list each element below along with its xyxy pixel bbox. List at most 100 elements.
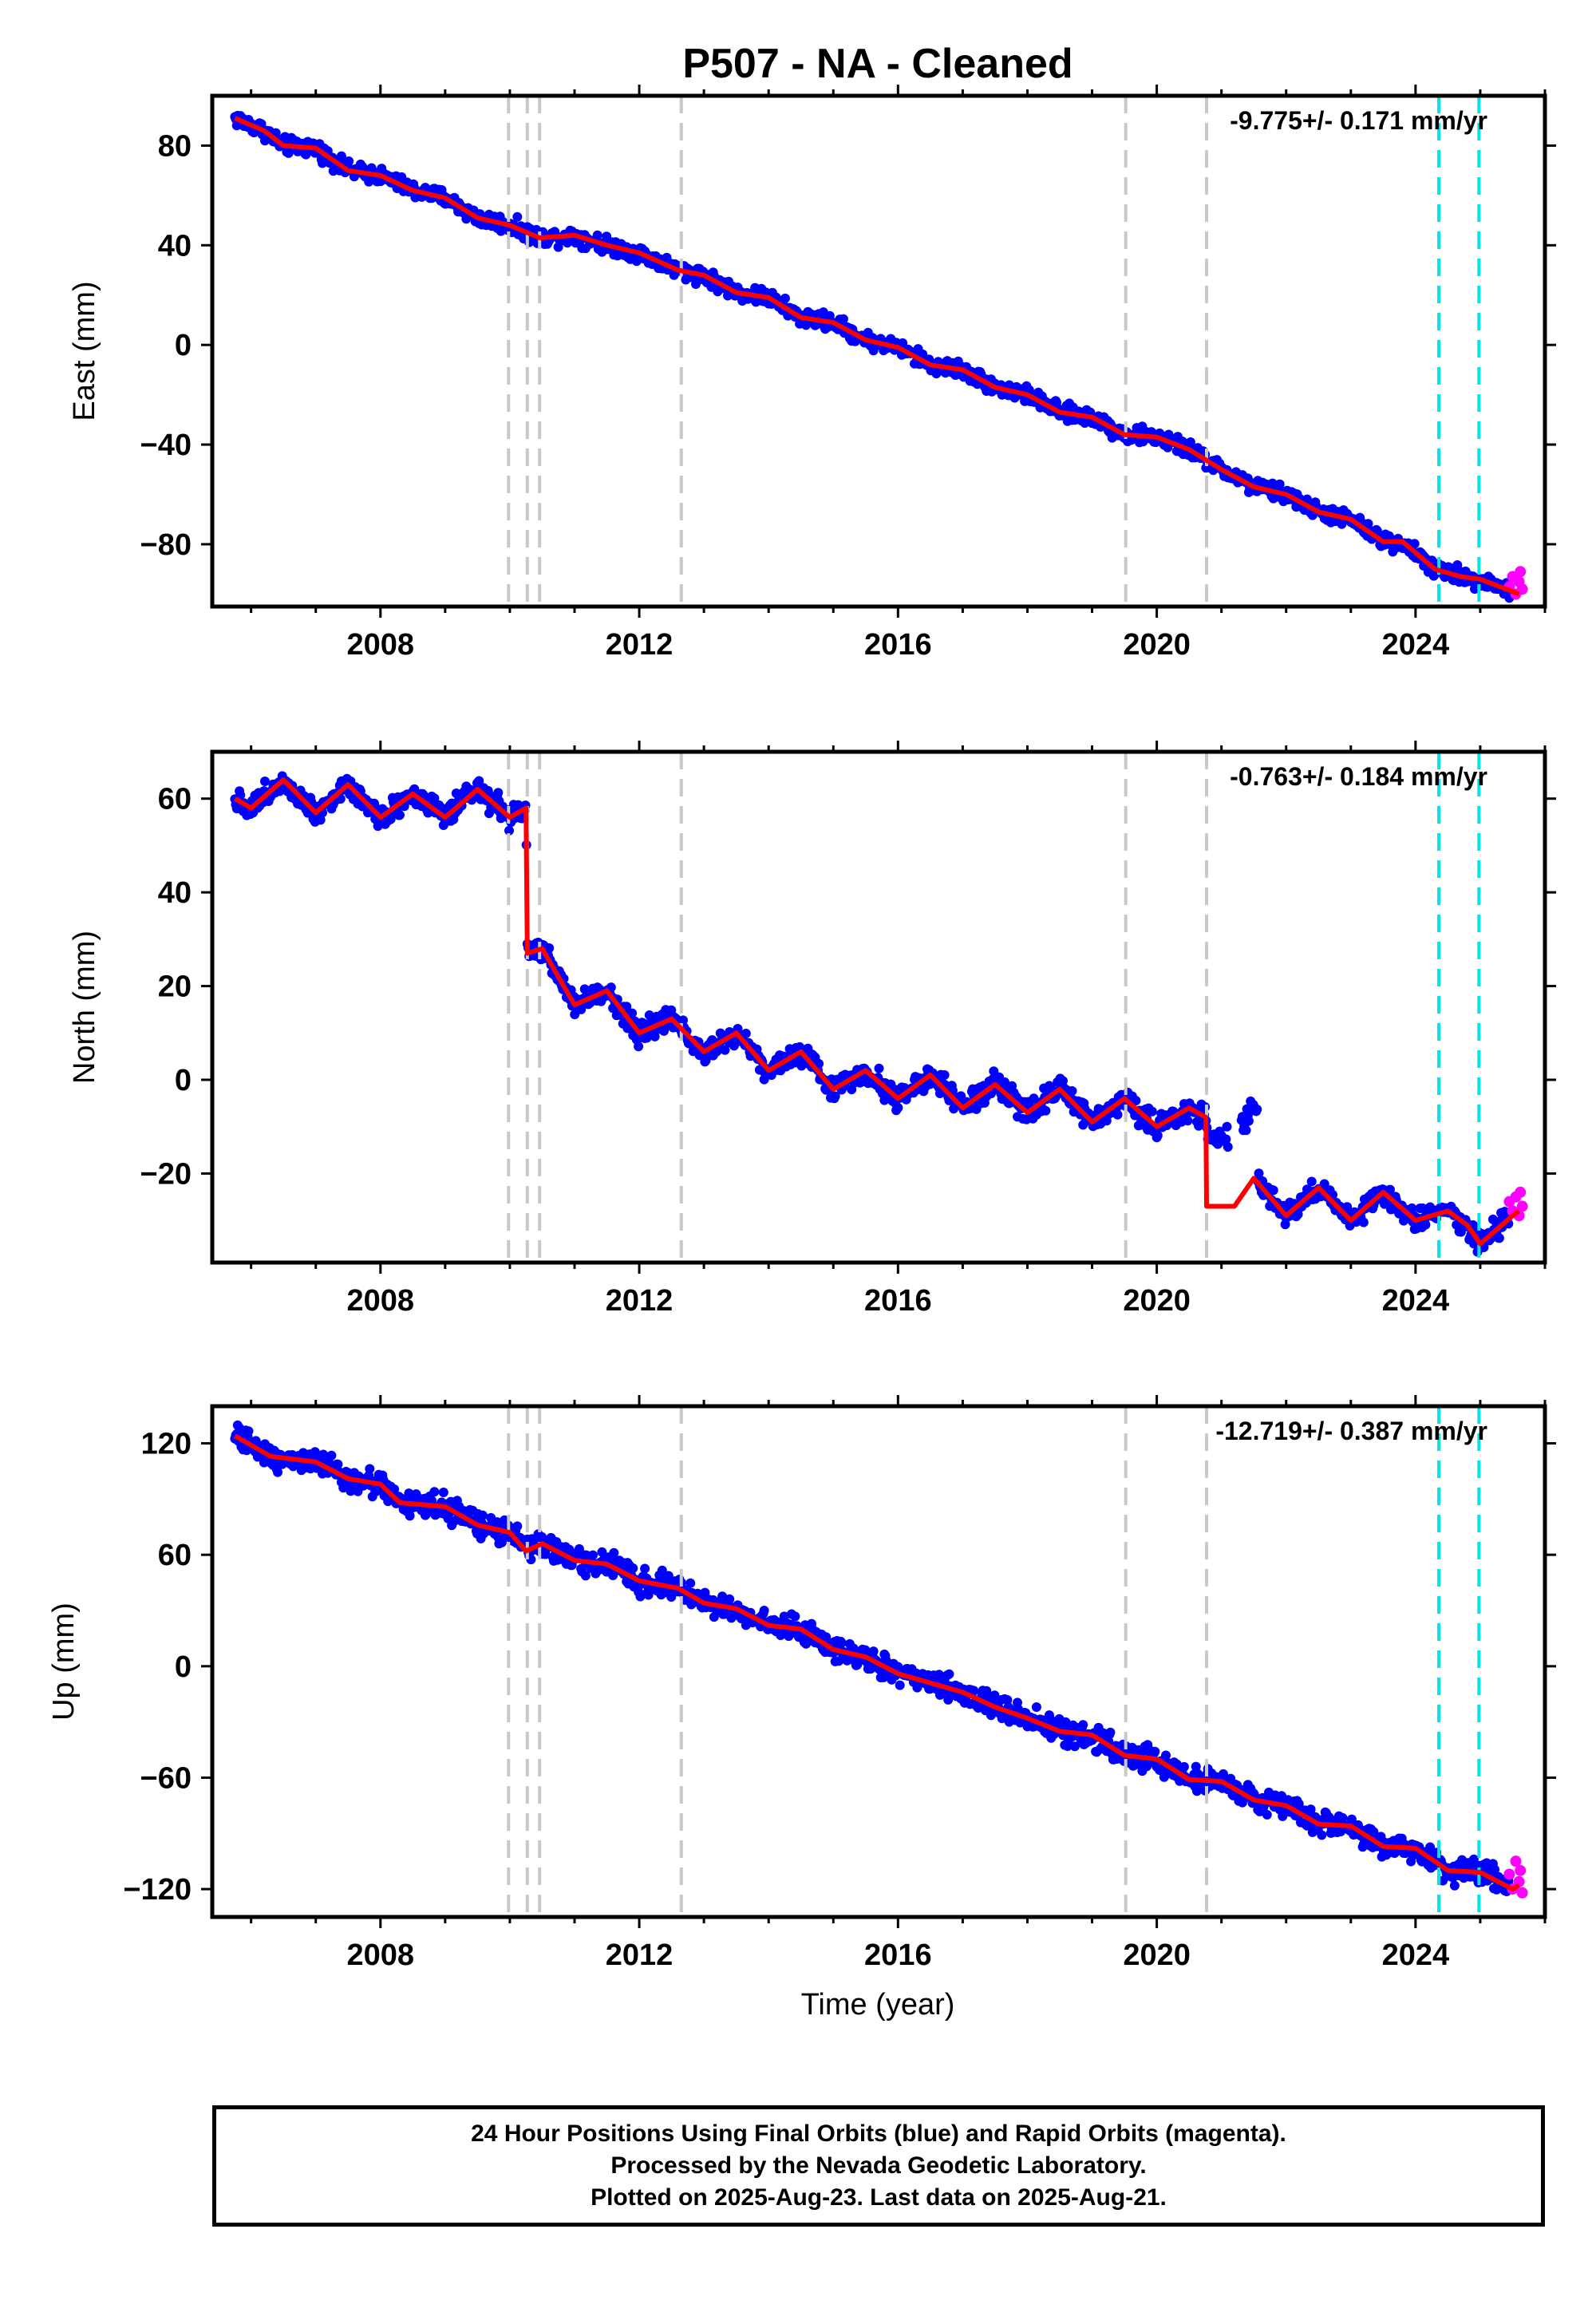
rapid-orbit-point <box>1515 1186 1527 1198</box>
final-orbit-point <box>685 1578 696 1588</box>
final-orbit-point <box>1105 1727 1116 1737</box>
final-orbit-point <box>1306 1176 1317 1187</box>
final-orbit-point <box>438 1488 448 1497</box>
final-orbit-point <box>429 793 440 804</box>
final-orbit-point <box>1241 1125 1251 1136</box>
y-tick-label: −80 <box>140 528 192 562</box>
y-tick-label: 0 <box>175 1650 192 1684</box>
final-orbit-point <box>1161 1750 1171 1761</box>
final-orbit-point <box>830 1091 840 1101</box>
x-tick-label: 2008 <box>347 1939 415 1972</box>
final-orbit-point <box>235 790 246 800</box>
final-orbit-point <box>243 1426 254 1437</box>
y-axis-label: North (mm) <box>68 931 101 1084</box>
final-orbit-point <box>335 794 346 804</box>
final-orbit-point <box>1409 539 1420 549</box>
final-orbit-point <box>640 1563 650 1574</box>
final-orbit-point <box>588 1550 598 1560</box>
final-orbit-point <box>939 1070 950 1080</box>
final-orbit-point <box>1449 1880 1460 1891</box>
plot-area <box>230 1406 1528 1917</box>
final-orbit-point <box>429 1487 440 1497</box>
final-orbit-point <box>1254 1168 1264 1179</box>
final-orbit-point <box>874 1063 884 1073</box>
final-orbit-point <box>1243 1116 1254 1126</box>
y-axis-label: Up (mm) <box>47 1603 81 1721</box>
final-orbit-point <box>759 1606 769 1615</box>
rapid-orbit-point <box>1515 566 1527 578</box>
final-orbit-points <box>230 110 1515 603</box>
final-orbit-point <box>635 1591 646 1602</box>
x-tick-label: 2020 <box>1123 1939 1191 1972</box>
final-orbit-point <box>1420 1219 1431 1230</box>
model-fit-line <box>234 116 1520 597</box>
final-orbit-point <box>1029 1093 1039 1104</box>
rapid-orbit-point <box>1516 1200 1528 1212</box>
y-tick-label: 40 <box>158 876 192 910</box>
final-orbit-point <box>1317 1830 1327 1840</box>
final-orbit-point <box>725 1594 735 1604</box>
final-orbit-point <box>365 1464 375 1474</box>
final-orbit-point <box>318 1449 329 1460</box>
plot-frame <box>210 749 1547 1265</box>
x-tick-label: 2012 <box>606 1284 674 1318</box>
final-orbit-point <box>893 1103 903 1113</box>
final-orbit-point <box>333 1459 343 1469</box>
final-orbit-point <box>741 1029 751 1038</box>
final-orbit-point <box>1045 1713 1056 1724</box>
final-orbit-point <box>1041 1105 1051 1116</box>
final-orbit-points <box>230 771 1515 1257</box>
panels-group: 2008 2012 2016 2020 2024 80 40 0 −40 −80 East (mm)… <box>47 85 1556 1972</box>
panel-east: 2008 2012 2016 2020 2024 80 40 0 −40 −80 East (mm)… <box>68 85 1556 662</box>
x-axis-label: Time (year) <box>801 1988 955 2022</box>
y-tick-label: 60 <box>158 1539 192 1572</box>
x-tick-label: 2016 <box>864 1284 932 1318</box>
final-orbit-point <box>1490 1864 1500 1875</box>
final-orbit-point <box>609 1547 619 1558</box>
final-orbit-point <box>1061 1717 1071 1727</box>
final-orbit-point <box>1494 1233 1504 1243</box>
final-orbit-point <box>836 1638 847 1648</box>
x-tick-label: 2012 <box>606 1939 674 1972</box>
final-orbit-point <box>1262 1809 1272 1820</box>
final-orbit-point <box>790 1611 800 1622</box>
final-orbit-point <box>834 1656 844 1666</box>
plot-area <box>230 752 1528 1263</box>
rapid-orbit-points <box>1503 1186 1528 1222</box>
x-tick-label: 2008 <box>347 628 415 662</box>
x-tick-label: 2024 <box>1382 1284 1450 1318</box>
final-orbit-point <box>544 943 555 953</box>
final-orbit-point <box>474 776 484 786</box>
final-orbit-point <box>1425 1842 1436 1852</box>
final-orbit-point <box>1385 1184 1395 1195</box>
final-orbit-point <box>260 777 270 786</box>
final-orbit-point <box>315 815 326 825</box>
info-line-processed-by: Processed by the Nevada Geodetic Laborat… <box>610 2152 1147 2179</box>
final-orbit-point <box>1069 1741 1080 1752</box>
model-fit-line <box>233 777 1521 1247</box>
y-tick-label: −120 <box>123 1873 192 1907</box>
x-tick-label: 2012 <box>606 628 674 662</box>
x-tick-label: 2016 <box>864 1939 932 1972</box>
final-orbit-point <box>1067 1086 1077 1096</box>
final-orbit-point <box>597 1547 607 1557</box>
final-orbit-point <box>344 156 354 166</box>
final-orbit-point <box>622 1002 632 1012</box>
final-orbit-point <box>1147 1106 1157 1117</box>
y-tick-label: 0 <box>175 329 192 362</box>
final-orbit-point <box>663 1571 674 1581</box>
final-orbit-point <box>326 1450 337 1460</box>
plot-frame <box>210 93 1547 609</box>
final-orbit-point <box>1252 1105 1262 1114</box>
final-orbit-point <box>283 148 294 158</box>
final-orbit-point <box>512 211 523 222</box>
final-orbit-point <box>1183 1116 1193 1126</box>
final-orbit-point <box>395 810 405 820</box>
y-tick-label: −60 <box>140 1761 192 1795</box>
x-tick-label: 2020 <box>1123 1284 1191 1318</box>
final-orbit-point <box>1306 1804 1316 1815</box>
final-orbit-point <box>944 1669 954 1679</box>
final-orbit-point <box>969 1686 979 1696</box>
model-fit-line <box>233 1433 1521 1892</box>
final-orbit-point <box>1337 1812 1348 1823</box>
